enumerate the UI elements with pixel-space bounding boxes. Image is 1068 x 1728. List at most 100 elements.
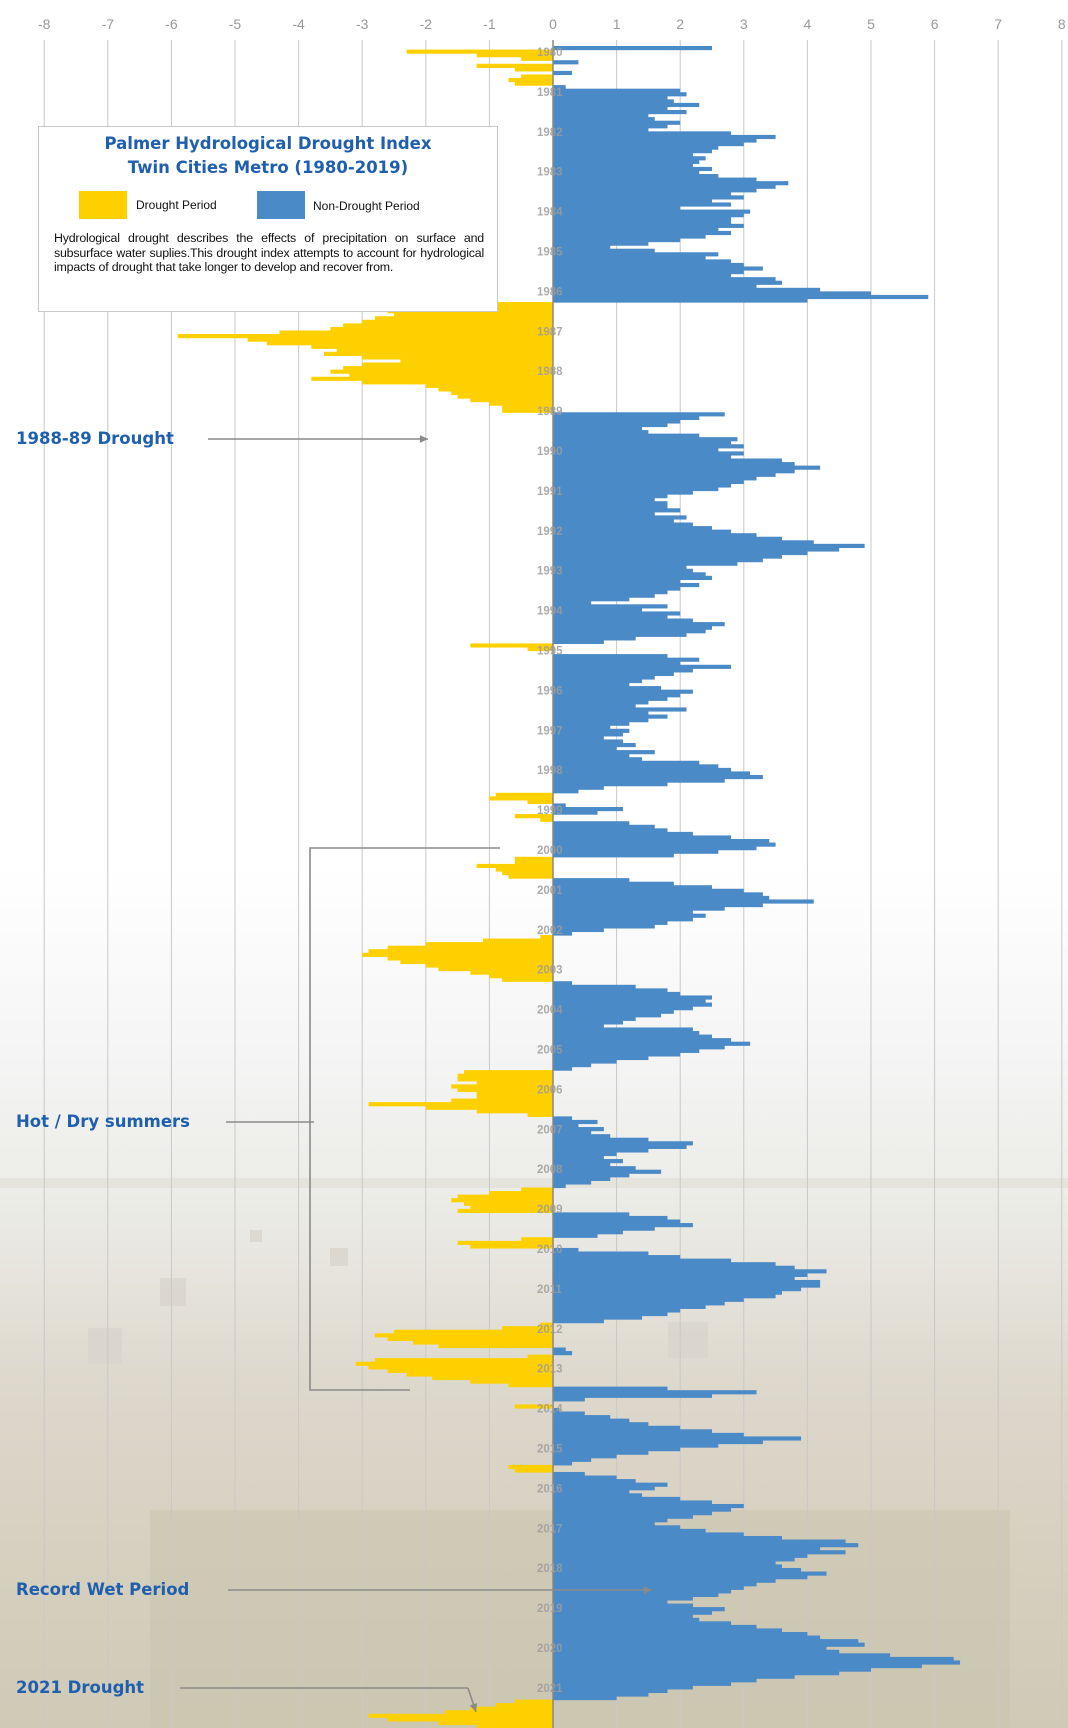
bar xyxy=(553,184,776,189)
bar xyxy=(553,721,630,726)
year-label: 1999 xyxy=(537,805,563,817)
bar xyxy=(553,831,693,837)
bar xyxy=(553,1041,751,1046)
bar xyxy=(553,1127,604,1132)
bar xyxy=(553,984,636,989)
bar xyxy=(553,1692,649,1697)
bar xyxy=(553,419,681,424)
bar xyxy=(476,1095,553,1100)
bar xyxy=(553,682,630,687)
bar xyxy=(553,522,693,527)
bar xyxy=(553,1123,579,1128)
bar xyxy=(553,547,840,552)
bar xyxy=(553,255,706,260)
year-label: 1991 xyxy=(537,486,563,498)
bar xyxy=(553,1521,655,1526)
year-label: 1988 xyxy=(537,366,563,378)
bracket-hot-dry-summers xyxy=(309,847,500,1391)
bar xyxy=(553,586,681,591)
bar xyxy=(553,1294,776,1299)
bar xyxy=(540,1322,553,1327)
bar xyxy=(553,430,649,435)
bar xyxy=(553,931,573,936)
bar xyxy=(553,440,732,445)
year-label: 2006 xyxy=(537,1084,563,1096)
bar xyxy=(368,949,553,954)
bar xyxy=(368,1102,553,1107)
x-tick-label: 6 xyxy=(931,16,939,32)
bar xyxy=(553,1297,744,1302)
bar xyxy=(553,927,604,933)
bar xyxy=(489,1191,553,1196)
bar xyxy=(476,1724,553,1728)
bar xyxy=(553,1269,827,1274)
bar xyxy=(330,326,553,332)
bar xyxy=(553,742,636,748)
bar xyxy=(425,1105,553,1110)
year-label: 2019 xyxy=(537,1603,563,1615)
bar xyxy=(553,1347,566,1352)
bar xyxy=(553,294,929,300)
bar xyxy=(553,85,566,90)
bar xyxy=(553,1571,827,1576)
bar xyxy=(553,1002,712,1007)
bar xyxy=(553,629,706,634)
bar xyxy=(406,49,553,54)
x-tick-label: -3 xyxy=(356,16,369,32)
bar xyxy=(553,988,668,993)
bar xyxy=(476,63,553,68)
bar xyxy=(553,593,655,598)
bar xyxy=(553,454,732,460)
bar xyxy=(553,632,687,637)
bar xyxy=(553,1507,732,1512)
bar xyxy=(553,1557,795,1562)
bar xyxy=(362,355,553,360)
bar xyxy=(553,248,655,253)
bar xyxy=(553,159,700,164)
bar xyxy=(438,1720,553,1726)
annotation-record-wet-period: Record Wet Period xyxy=(16,1580,190,1599)
x-tick-label: 3 xyxy=(740,16,748,32)
bar xyxy=(553,1425,681,1430)
bar xyxy=(553,1319,604,1324)
bar xyxy=(553,913,706,918)
year-label: 1992 xyxy=(537,526,563,538)
bar xyxy=(553,515,687,520)
bar xyxy=(521,74,553,79)
bar xyxy=(553,675,655,680)
bar xyxy=(553,291,871,296)
bar xyxy=(553,1479,636,1484)
bar xyxy=(553,1614,693,1619)
bar xyxy=(553,903,763,908)
x-tick-label: 7 xyxy=(994,16,1002,32)
bar xyxy=(553,707,687,712)
bar xyxy=(553,230,732,236)
bar xyxy=(553,782,668,787)
bar xyxy=(553,206,681,211)
bar xyxy=(553,1287,802,1292)
bar xyxy=(553,437,738,442)
bar xyxy=(553,1304,706,1309)
bar xyxy=(553,561,738,566)
bar xyxy=(553,1667,871,1672)
year-label: 2003 xyxy=(537,965,563,977)
annotation-hot-dry-summers: Hot / Dry summers xyxy=(16,1112,190,1131)
bar xyxy=(553,1048,700,1053)
bar xyxy=(553,1589,732,1594)
bar xyxy=(553,1130,592,1135)
bar xyxy=(553,142,744,147)
bar xyxy=(553,803,566,808)
bar xyxy=(553,447,719,452)
bar xyxy=(553,284,757,289)
year-label: 2001 xyxy=(537,885,563,897)
bar xyxy=(553,1169,662,1174)
year-label: 2016 xyxy=(537,1483,563,1495)
bar xyxy=(553,878,630,883)
bar xyxy=(553,917,693,922)
bar xyxy=(553,245,611,250)
x-tick-label: 0 xyxy=(549,16,557,32)
bar xyxy=(553,895,770,901)
bar xyxy=(476,863,553,869)
year-label: 2011 xyxy=(537,1284,563,1296)
